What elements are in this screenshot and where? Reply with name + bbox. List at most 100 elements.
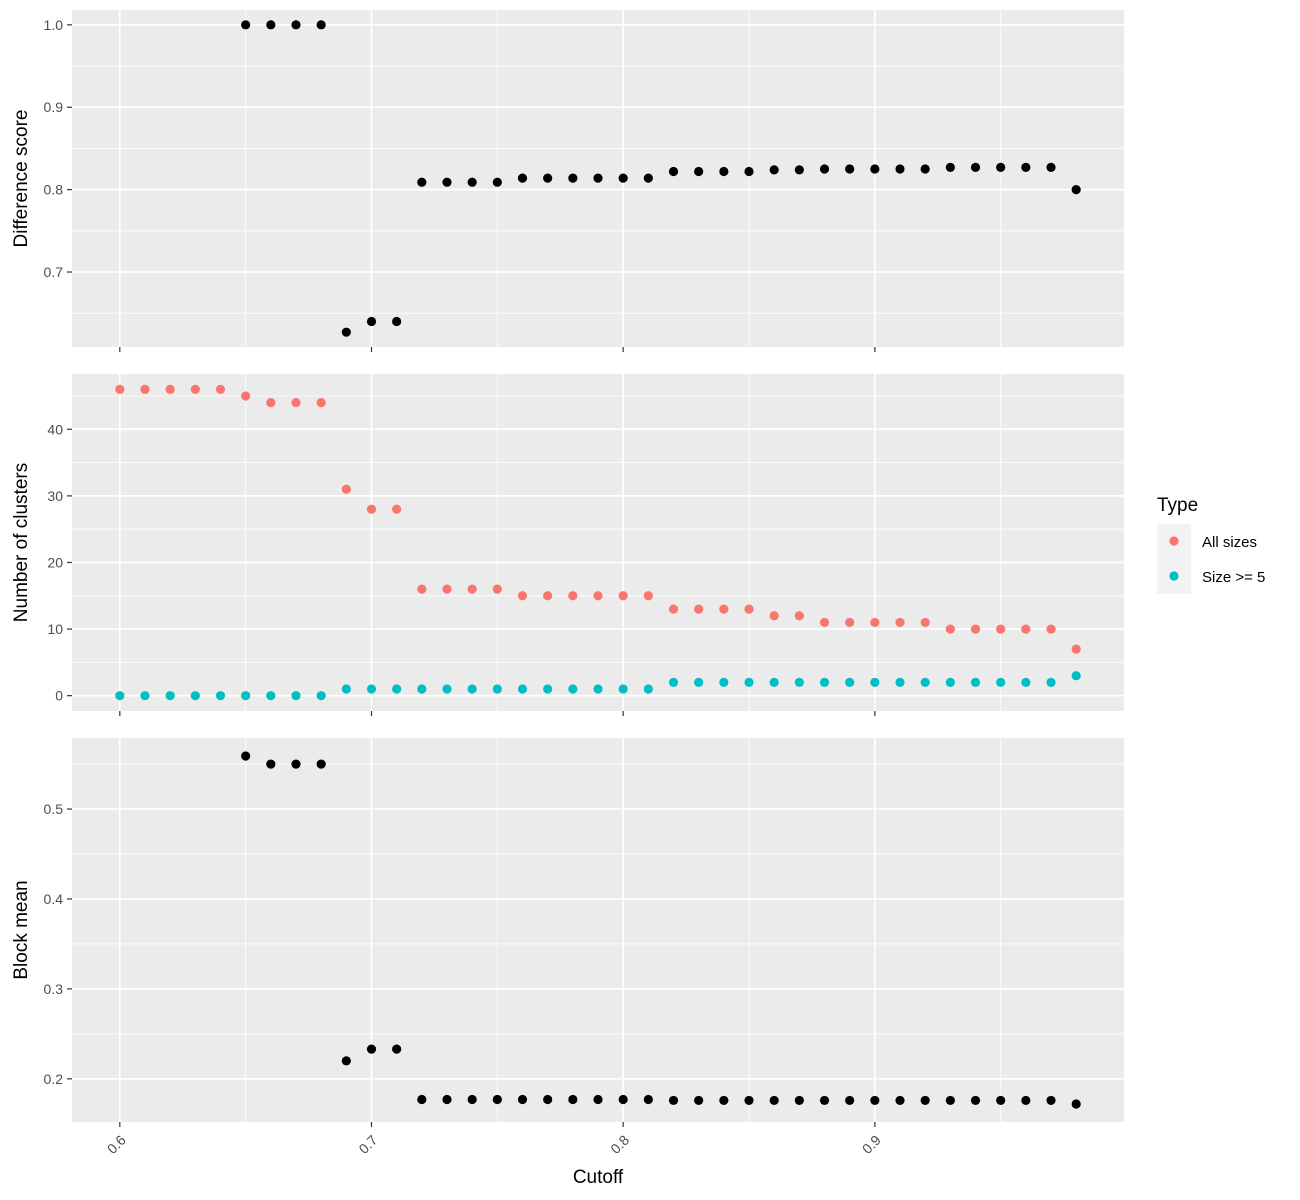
- y-tick-label: 1.0: [44, 17, 64, 33]
- data-point: [920, 1095, 930, 1106]
- data-point: [819, 617, 830, 628]
- data-point: [492, 584, 502, 594]
- data-point: [467, 684, 477, 694]
- data-point: [366, 684, 377, 694]
- data-point: [341, 684, 351, 694]
- data-point: [668, 1095, 679, 1106]
- data-point: [870, 617, 880, 628]
- data-point: [945, 624, 955, 634]
- data-point: [115, 691, 125, 701]
- data-point: [895, 164, 905, 174]
- data-point: [769, 677, 779, 687]
- data-point: [643, 173, 653, 183]
- series-number-of-clusters-0: [115, 384, 1081, 654]
- data-point: [794, 611, 804, 621]
- panel-difference-score: 0.7 0.8 0.9 1.0 Difference score: [11, 10, 1124, 352]
- data-point: [568, 1094, 578, 1105]
- data-point: [618, 1094, 628, 1105]
- data-point: [543, 591, 553, 601]
- x-tick-label: 0.7: [355, 1132, 380, 1157]
- legend-label: Size >= 5: [1202, 569, 1265, 586]
- data-point: [769, 611, 779, 621]
- data-point: [467, 177, 477, 187]
- data-point: [417, 1094, 427, 1105]
- data-point: [442, 177, 452, 187]
- x-tick-label: 0.8: [607, 1132, 632, 1157]
- y-tick-label: 0.7: [44, 264, 64, 280]
- data-point: [492, 177, 502, 187]
- data-point: [593, 1094, 603, 1105]
- data-point: [341, 484, 351, 494]
- y-tick-label: 20: [47, 554, 63, 570]
- data-point: [366, 316, 377, 327]
- data-point: [870, 164, 880, 174]
- y-tick-label: 30: [47, 488, 63, 504]
- data-point: [819, 164, 830, 174]
- data-point: [140, 384, 150, 394]
- data-point: [543, 684, 553, 694]
- data-point: [492, 1094, 502, 1105]
- data-point: [392, 504, 402, 514]
- y-axis-title-number-of-clusters: Number of clusters: [11, 463, 32, 622]
- data-point: [517, 1094, 528, 1105]
- data-point: [1071, 1099, 1081, 1109]
- data-point: [744, 166, 754, 177]
- data-point: [442, 584, 452, 594]
- panel-background: [72, 374, 1124, 711]
- data-point: [517, 591, 528, 601]
- x-tick-label: 0.6: [104, 1132, 129, 1157]
- y-tick-label: 0.4: [44, 891, 64, 907]
- data-point: [719, 677, 729, 687]
- data-point: [769, 1095, 779, 1106]
- data-point: [643, 1094, 653, 1105]
- data-point: [392, 684, 402, 694]
- data-point: [819, 677, 830, 687]
- data-point: [1046, 1095, 1056, 1106]
- data-point: [165, 384, 175, 394]
- data-point: [165, 691, 175, 701]
- data-point: [970, 162, 981, 172]
- data-point: [845, 677, 855, 687]
- data-point: [1071, 671, 1081, 681]
- panel-background: [72, 738, 1124, 1122]
- data-point: [291, 691, 301, 701]
- data-point: [291, 759, 301, 769]
- data-point: [241, 691, 251, 701]
- data-point: [241, 391, 251, 401]
- data-point: [719, 604, 729, 614]
- data-point: [467, 584, 477, 594]
- data-point: [618, 173, 628, 183]
- data-point: [417, 177, 427, 187]
- data-point: [543, 1094, 553, 1105]
- y-axis-title-difference-score: Difference score: [11, 110, 32, 248]
- data-point: [694, 677, 704, 687]
- data-point: [819, 1095, 830, 1106]
- data-point: [593, 684, 603, 694]
- data-point: [996, 624, 1006, 634]
- data-point: [215, 691, 226, 701]
- y-axis-title-block-mean: Block mean: [11, 880, 32, 979]
- y-tick-label: 0.8: [44, 182, 64, 198]
- data-point: [970, 677, 981, 687]
- data-point: [568, 684, 578, 694]
- data-point: [291, 398, 301, 408]
- data-point: [417, 684, 427, 694]
- data-point: [920, 617, 930, 628]
- data-point: [845, 1095, 855, 1106]
- data-point: [694, 166, 704, 177]
- data-point: [643, 684, 653, 694]
- series-number-of-clusters-1: [115, 671, 1081, 701]
- data-point: [744, 1095, 754, 1106]
- data-point: [920, 677, 930, 687]
- series-difference-score-0: [241, 20, 1081, 337]
- data-point: [895, 677, 905, 687]
- data-point: [744, 677, 754, 687]
- data-point: [794, 165, 804, 175]
- data-point: [241, 20, 251, 30]
- data-point: [895, 617, 905, 628]
- data-point: [895, 1095, 905, 1106]
- y-tick-label: 0: [55, 688, 63, 704]
- data-point: [618, 684, 628, 694]
- data-point: [996, 677, 1006, 687]
